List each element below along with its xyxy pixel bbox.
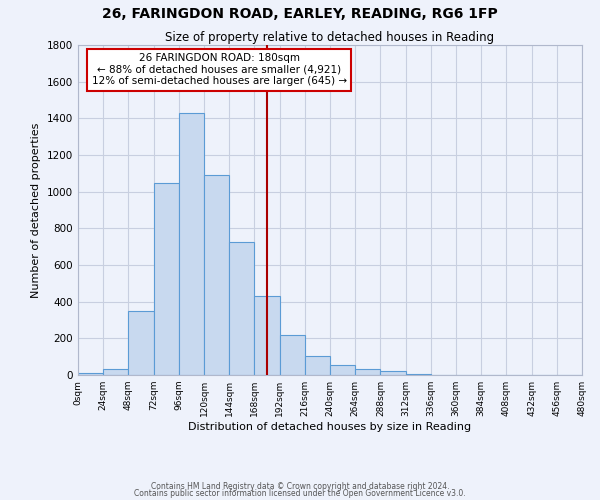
Bar — [204, 175, 229, 375]
Bar — [229, 242, 254, 375]
Bar — [355, 368, 380, 375]
Bar — [128, 311, 154, 375]
Title: Size of property relative to detached houses in Reading: Size of property relative to detached ho… — [166, 31, 494, 44]
Bar — [305, 356, 330, 375]
Text: 26 FARINGDON ROAD: 180sqm
← 88% of detached houses are smaller (4,921)
12% of se: 26 FARINGDON ROAD: 180sqm ← 88% of detac… — [92, 53, 347, 86]
Text: Contains HM Land Registry data © Crown copyright and database right 2024.: Contains HM Land Registry data © Crown c… — [151, 482, 449, 491]
Bar — [78, 373, 103, 375]
Bar — [406, 374, 431, 375]
Text: Contains public sector information licensed under the Open Government Licence v3: Contains public sector information licen… — [134, 490, 466, 498]
Bar — [280, 334, 305, 375]
Bar — [154, 182, 179, 375]
Bar — [103, 368, 128, 375]
Bar — [330, 365, 355, 375]
Text: 26, FARINGDON ROAD, EARLEY, READING, RG6 1FP: 26, FARINGDON ROAD, EARLEY, READING, RG6… — [102, 8, 498, 22]
Bar — [380, 372, 406, 375]
Bar — [254, 296, 280, 375]
Y-axis label: Number of detached properties: Number of detached properties — [31, 122, 41, 298]
Bar — [179, 113, 204, 375]
X-axis label: Distribution of detached houses by size in Reading: Distribution of detached houses by size … — [188, 422, 472, 432]
